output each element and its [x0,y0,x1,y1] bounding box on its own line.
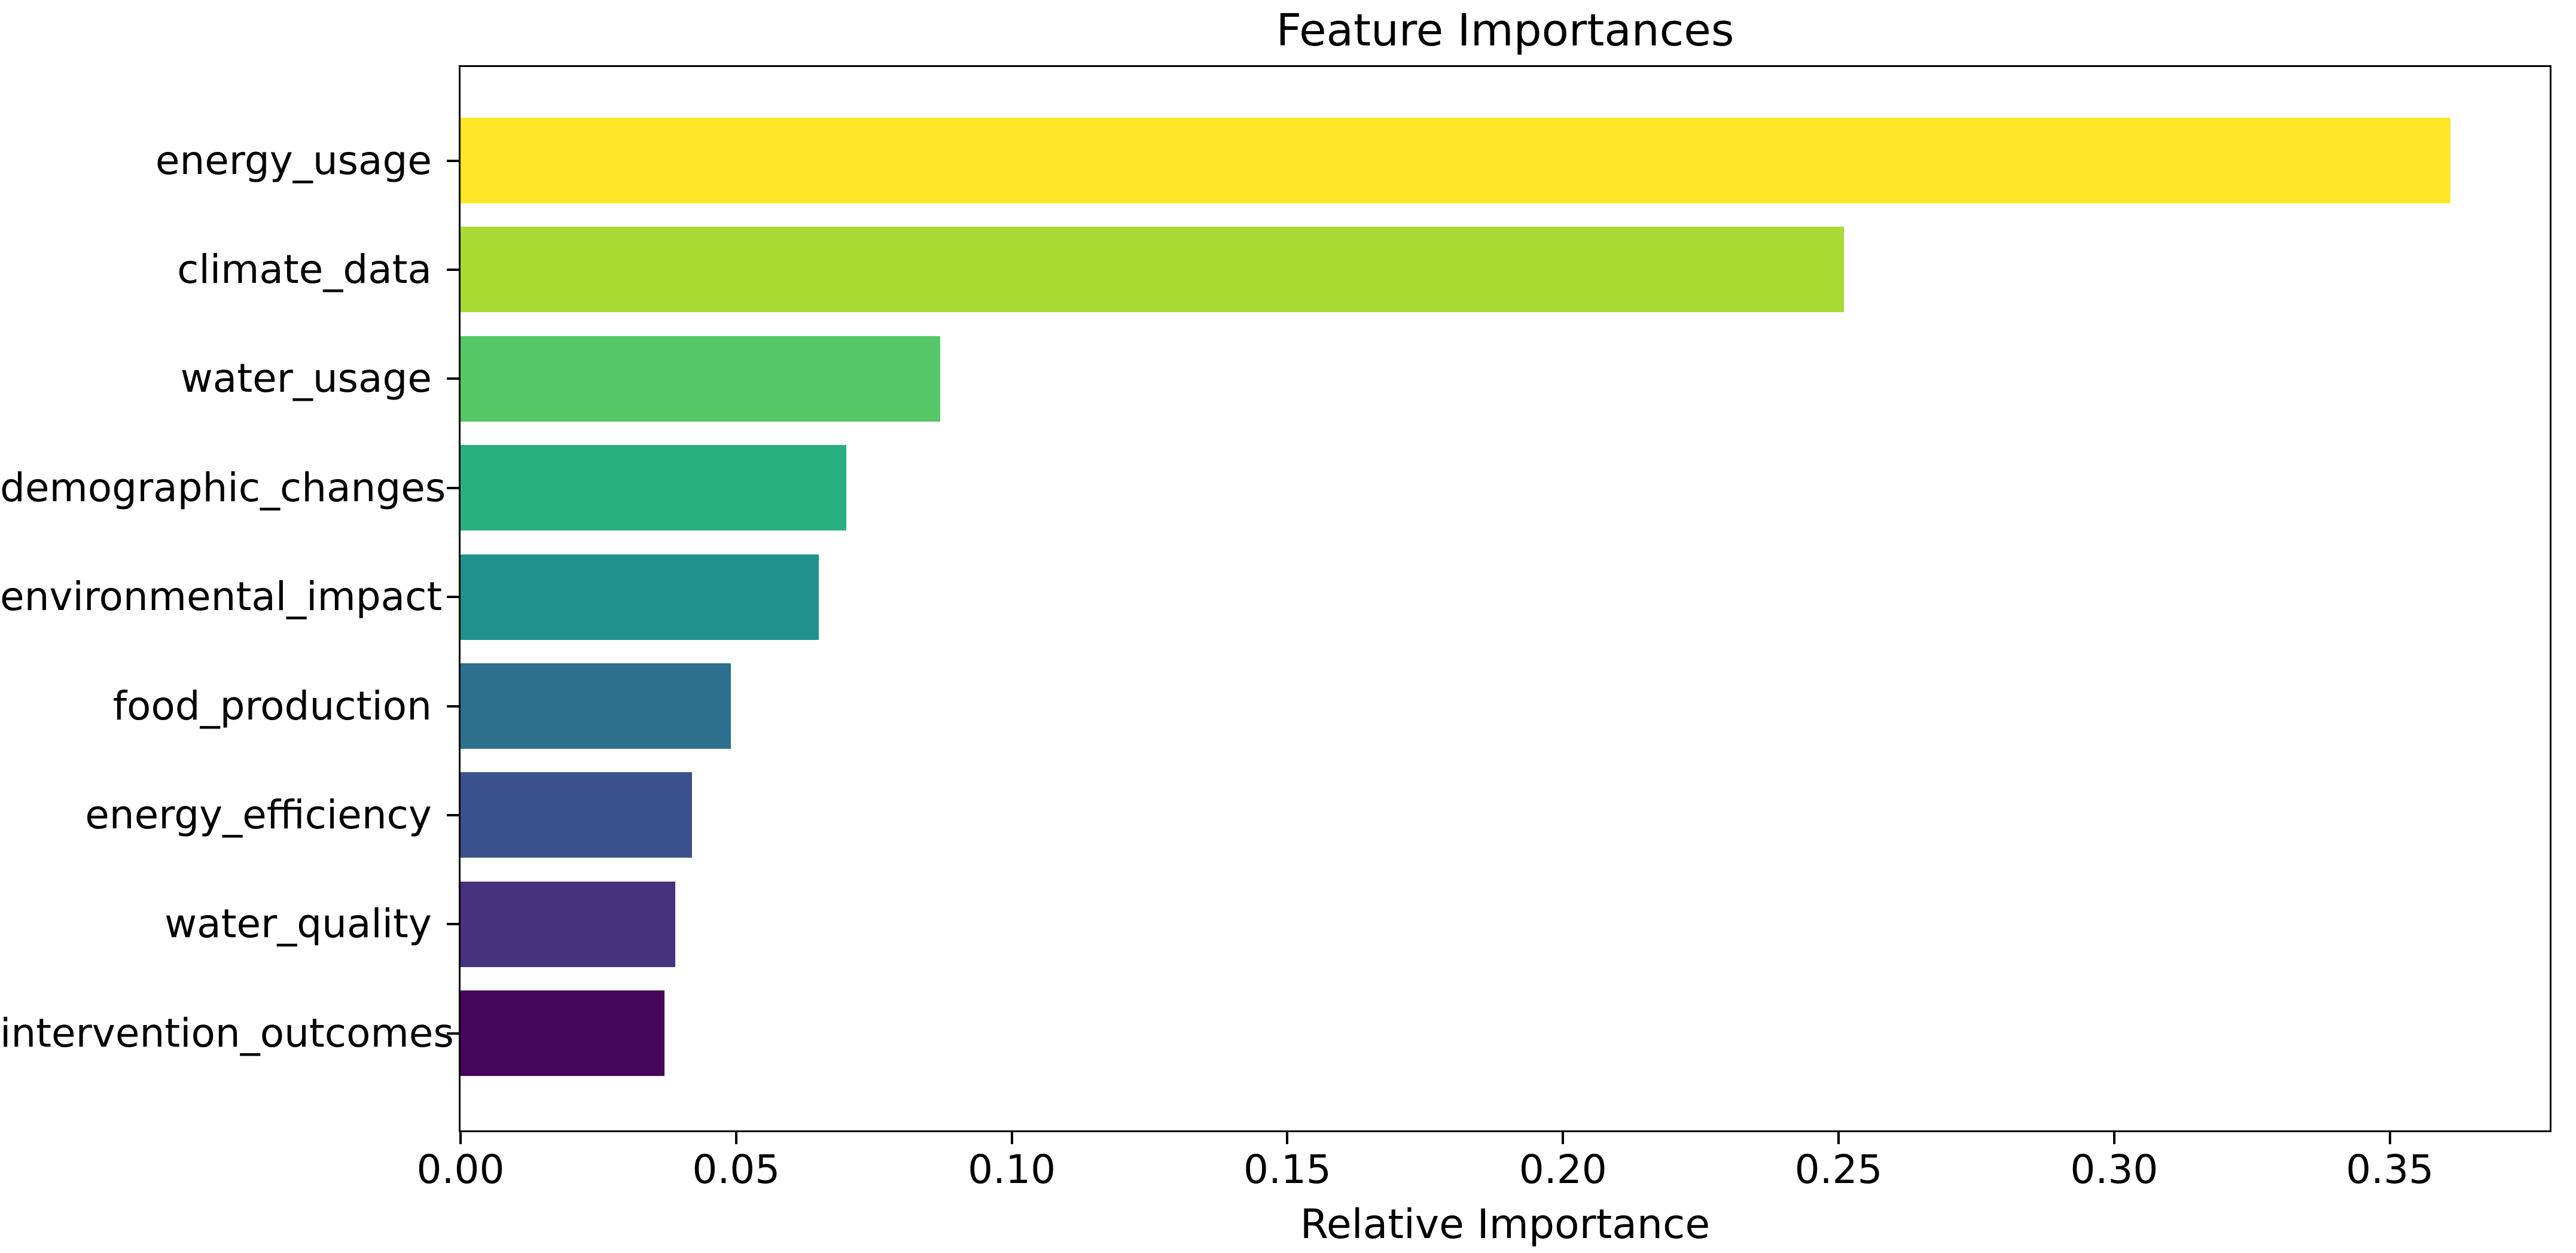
x-tick-label-0.30: 0.30 [2070,1147,2159,1193]
y-tick-label-intervention_outcomes: intervention_outcomes [0,1010,454,1056]
x-tick-mark [734,1132,737,1144]
x-tick-label-0.15: 0.15 [1243,1147,1331,1193]
x-tick-label-0.10: 0.10 [968,1147,1056,1193]
y-tick-mark [447,705,459,708]
x-tick-mark [2388,1132,2391,1144]
bar-climate_data [461,227,1845,313]
y-tick-mark [447,813,459,816]
bar-food_production [461,663,731,749]
x-tick-label-0.20: 0.20 [1519,1147,1607,1193]
x-tick-mark [459,1132,462,1144]
x-tick-label-0.25: 0.25 [1794,1147,1883,1193]
y-tick-label-environmental_impact: environmental_impact [0,574,443,620]
bar-intervention_outcomes [461,990,664,1077]
bar-water_quality [461,881,676,967]
x-tick-mark [1286,1132,1289,1144]
y-tick-label-water_quality: water_quality [164,901,432,947]
y-tick-mark [447,596,459,599]
x-tick-label-0.05: 0.05 [692,1147,781,1193]
y-tick-label-demographic_changes: demographic_changes [0,464,446,511]
x-tick-mark [2112,1132,2115,1144]
y-tick-mark [447,486,459,489]
y-tick-mark [447,1032,459,1035]
bar-environmental_impact [461,554,819,640]
y-tick-mark [447,268,459,271]
bar-energy_efficiency [461,772,693,858]
chart-title: Feature Importances [1276,5,1734,56]
bar-energy_usage [461,118,2451,203]
y-tick-mark [447,159,459,162]
x-tick-label-0.00: 0.00 [416,1147,505,1193]
y-tick-label-energy_efficiency: energy_efficiency [85,791,432,838]
y-tick-label-food_production: food_production [112,682,432,729]
y-tick-label-water_usage: water_usage [180,355,432,402]
x-tick-label-0.35: 0.35 [2346,1147,2434,1193]
y-tick-label-climate_data: climate_data [177,246,432,292]
y-tick-mark [447,377,459,380]
bar-water_usage [461,336,940,422]
x-tick-mark [1562,1132,1565,1144]
y-tick-label-energy_usage: energy_usage [155,137,432,184]
x-tick-mark [1837,1132,1840,1144]
y-tick-mark [447,923,459,926]
x-tick-mark [1010,1132,1013,1144]
bar-demographic_changes [461,445,847,531]
x-axis-label: Relative Importance [1300,1201,1711,1248]
